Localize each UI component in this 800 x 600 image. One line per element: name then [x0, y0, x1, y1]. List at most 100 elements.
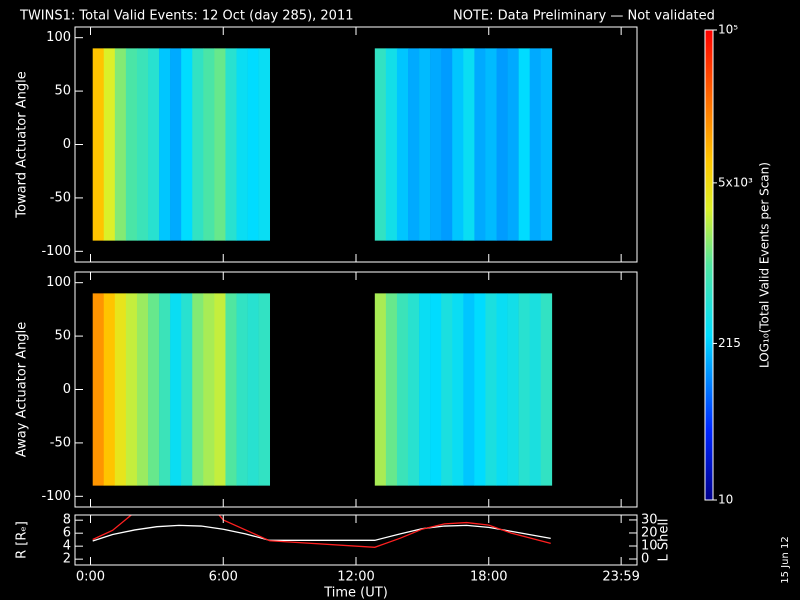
axis-label: L Shell [657, 518, 672, 561]
y-tick-label: 50 [54, 84, 71, 99]
heat-column [374, 293, 387, 486]
y-tick-label: 20 [641, 525, 658, 540]
y-tick-label: -100 [41, 244, 71, 259]
colorbar-tick-label: 10 [718, 493, 733, 507]
date-stamp: 15 Jun 12 [780, 536, 791, 583]
y-tick-label: 4 [63, 539, 71, 554]
y-tick-label: 0 [63, 382, 71, 397]
heat-column [474, 293, 486, 486]
heat-column [258, 293, 271, 486]
heat-column [463, 48, 475, 241]
y-tick-label: 0 [641, 552, 649, 567]
y-tick-label: 100 [46, 275, 71, 290]
heat-column [507, 293, 519, 486]
heat-column [159, 48, 171, 241]
heat-column [407, 293, 420, 486]
heat-column [148, 293, 160, 486]
heat-column [203, 293, 215, 486]
heat-column [518, 293, 530, 486]
heat-column [518, 48, 530, 241]
heat-column [419, 293, 431, 486]
heat-column [247, 48, 259, 241]
colorbar-tick-label: 10⁵ [718, 23, 738, 37]
y-tick-label: 10 [641, 538, 658, 553]
heat-column [214, 293, 226, 486]
heat-column [452, 48, 464, 241]
y-tick-label: 100 [46, 30, 71, 45]
heat-column [463, 293, 475, 486]
heat-column [181, 293, 193, 486]
heat-column [181, 48, 193, 241]
y-tick-label: 50 [54, 329, 71, 344]
heat-column [374, 48, 387, 241]
heat-column [430, 48, 442, 241]
heat-column [396, 293, 409, 486]
y-tick-label: 30 [641, 512, 658, 527]
heat-column [103, 293, 116, 486]
note: NOTE: Data Preliminary — Not validated [453, 9, 715, 24]
series-line [92, 524, 551, 542]
heat-column [407, 48, 420, 241]
heat-column [114, 48, 127, 241]
heat-column [203, 48, 215, 241]
y-tick-label: -50 [50, 435, 71, 450]
heat-column [92, 48, 105, 241]
axis-label: Away Actuator Angle [15, 322, 30, 457]
heat-column [258, 48, 271, 241]
y-tick-label: 8 [63, 513, 71, 528]
heat-column [496, 293, 508, 486]
heat-column [485, 48, 497, 241]
heat-column [419, 48, 431, 241]
y-tick-label: -100 [41, 489, 71, 504]
heat-column [136, 48, 149, 241]
y-tick-label: 2 [63, 552, 71, 567]
heat-column [236, 293, 248, 486]
x-tick-label: 6:00 [209, 570, 238, 585]
heat-column [385, 48, 398, 241]
heat-column [430, 293, 442, 486]
heat-column [192, 48, 204, 241]
heat-column [148, 48, 160, 241]
heat-column [485, 293, 497, 486]
heat-column [103, 48, 116, 241]
heat-column [225, 48, 237, 241]
x-tick-label: 18:00 [470, 570, 507, 585]
colorbar-label: LOG₁₀(Total Valid Events per Scan) [758, 162, 772, 368]
y-tick-label: -50 [50, 190, 71, 205]
heat-column [170, 48, 182, 241]
x-tick-label: 0:00 [76, 570, 105, 585]
heat-column [170, 293, 182, 486]
heat-column [529, 293, 542, 486]
heat-column [136, 293, 149, 486]
heat-column [507, 48, 519, 241]
heat-column [125, 48, 138, 241]
heat-column [92, 293, 105, 486]
heat-column [474, 48, 486, 241]
heat-column [225, 293, 237, 486]
heat-column [236, 48, 248, 241]
x-tick-label: 23:59 [602, 570, 639, 585]
heat-column [114, 293, 127, 486]
x-tick-label: 12:00 [337, 570, 374, 585]
y-tick-label: 6 [63, 526, 71, 541]
heat-column [385, 293, 398, 486]
chart-title: TWINS1: Total Valid Events: 12 Oct (day … [19, 9, 354, 24]
heat-column [496, 48, 508, 241]
heat-column [396, 48, 409, 241]
axis-label: Toward Actuator Angle [15, 71, 30, 218]
heat-column [214, 48, 226, 241]
heat-column [125, 293, 138, 486]
x-axis-label: Time (UT) [323, 586, 388, 600]
series-line [92, 515, 551, 548]
heat-column [192, 293, 204, 486]
axis-label: R [Rₑ] [15, 521, 30, 559]
heat-column [452, 293, 464, 486]
y-tick-label: 0 [63, 137, 71, 152]
heat-column [540, 293, 553, 486]
heat-column [159, 293, 171, 486]
colorbar [704, 29, 714, 501]
colorbar-tick-label: 215 [718, 336, 741, 350]
heat-column [529, 48, 542, 241]
heat-column [441, 293, 453, 486]
